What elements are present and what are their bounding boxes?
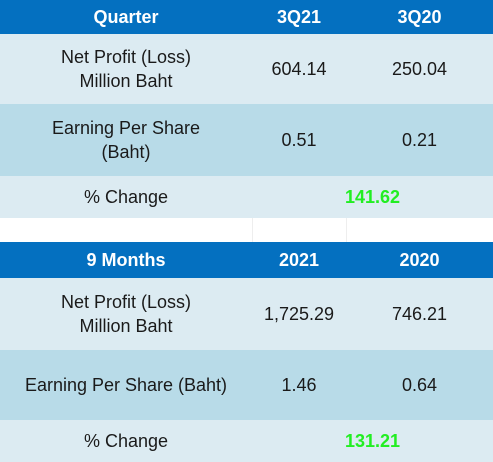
table-row-eps: Earning Per Share (Baht) 0.51 0.21 <box>0 104 493 176</box>
row-label-line1: Net Profit (Loss) <box>60 292 192 312</box>
table-row-eps: Earning Per Share (Baht) 1.46 0.64 <box>0 350 493 420</box>
change-value-cell: 131.21 <box>252 420 493 462</box>
nine-months-header-row: 9 Months 2021 2020 <box>0 242 493 278</box>
table-row-net-profit: Net Profit (Loss) Million Baht 604.14 25… <box>0 34 493 104</box>
row-label: Earning Per Share (Baht) <box>0 104 252 176</box>
header-2020: 2020 <box>399 250 440 270</box>
change-label: % Change <box>83 187 169 207</box>
row-label-line2: (Baht) <box>101 142 151 162</box>
table-row-net-profit: Net Profit (Loss) Million Baht 1,725.29 … <box>0 278 493 350</box>
table-spacer <box>0 218 493 242</box>
value-2020: 746.21 <box>391 304 448 324</box>
change-label: % Change <box>83 431 169 451</box>
spacer-divider <box>346 218 347 242</box>
value-3q21: 604.14 <box>271 59 327 79</box>
value-2021: 1.46 <box>281 375 317 395</box>
nine-months-table: 9 Months 2021 2020 Net Profit (Loss) Mil… <box>0 242 493 462</box>
header-9-months: 9 Months <box>86 250 166 270</box>
spacer-divider <box>252 218 253 242</box>
row-label-line2: Million Baht <box>79 71 173 91</box>
row-label: Net Profit (Loss) Million Baht <box>0 34 252 104</box>
row-label-line1: Earning Per Share <box>51 118 201 138</box>
header-2021: 2021 <box>278 250 320 270</box>
table-row-change: % Change 141.62 <box>0 176 493 218</box>
quarter-table: Quarter 3Q21 3Q20 Net Profit (Loss) Mill… <box>0 0 493 218</box>
change-value-cell: 141.62 <box>252 176 493 218</box>
table-row-change: % Change 131.21 <box>0 420 493 462</box>
value-3q20: 250.04 <box>391 59 448 79</box>
value-3q21: 0.51 <box>281 130 317 150</box>
value-2021: 1,725.29 <box>263 304 335 324</box>
row-label: Net Profit (Loss) Million Baht <box>0 278 252 350</box>
change-value: 141.62 <box>344 186 401 207</box>
row-label: Earning Per Share (Baht) <box>24 375 228 395</box>
change-value: 131.21 <box>344 430 401 451</box>
header-3q21: 3Q21 <box>276 7 322 27</box>
header-quarter: Quarter <box>93 7 159 27</box>
row-label-line1: Net Profit (Loss) <box>60 47 192 67</box>
quarter-header-row: Quarter 3Q21 3Q20 <box>0 0 493 34</box>
header-3q20: 3Q20 <box>397 7 442 27</box>
value-2020: 0.64 <box>401 375 438 395</box>
value-3q20: 0.21 <box>401 130 438 150</box>
row-label-line2: Million Baht <box>79 316 173 336</box>
